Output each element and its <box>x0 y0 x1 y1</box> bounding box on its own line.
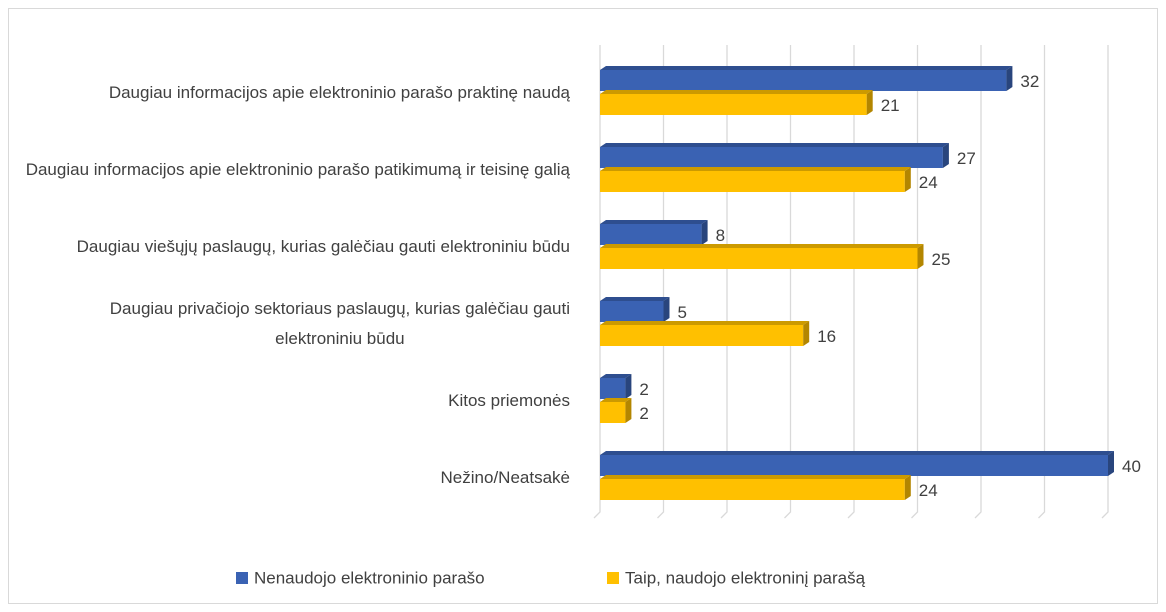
bar-side <box>625 398 632 423</box>
bar <box>600 479 905 500</box>
category-label-line: Daugiau informacijos apie elektroninio p… <box>109 83 571 102</box>
bar <box>600 94 867 115</box>
grid-line <box>784 45 792 519</box>
bar <box>600 301 664 322</box>
bar-side <box>663 297 670 322</box>
legend-label: Nenaudojo elektroninio parašo <box>254 568 485 587</box>
category-label: Daugiau privačiojo sektoriaus paslaugų, … <box>110 299 570 348</box>
data-label: 32 <box>1020 72 1039 91</box>
data-label: 24 <box>919 481 938 500</box>
data-label: 5 <box>678 303 687 322</box>
legend-label: Taip, naudojo elektroninį parašą <box>625 568 866 587</box>
grid-line <box>593 45 601 519</box>
bar <box>600 147 943 168</box>
data-label: 21 <box>881 96 900 115</box>
grid-line <box>1038 45 1046 519</box>
grid-line <box>657 45 665 519</box>
data-label: 16 <box>817 327 836 346</box>
bar-top <box>600 374 632 378</box>
bar-side <box>625 374 632 399</box>
bar-top <box>600 297 670 301</box>
bar-top <box>600 143 949 147</box>
legend-swatch <box>236 572 248 584</box>
bar <box>600 171 905 192</box>
bar-top <box>600 220 708 224</box>
bar <box>600 378 626 399</box>
bar-side <box>803 321 810 346</box>
bar-side <box>904 475 911 500</box>
category-label-line: Kitos priemonės <box>448 391 570 410</box>
category-label-line: Daugiau privačiojo sektoriaus paslaugų, … <box>110 299 570 318</box>
bar-top <box>600 90 873 94</box>
category-label: Daugiau informacijos apie elektroninio p… <box>109 83 571 102</box>
data-label: 2 <box>639 404 648 423</box>
data-label: 8 <box>716 226 725 245</box>
bar <box>600 224 702 245</box>
grid-line <box>720 45 728 519</box>
bar-side <box>1108 451 1114 476</box>
grid-line <box>1101 45 1109 519</box>
bar <box>600 455 1108 476</box>
category-label: Kitos priemonės <box>448 391 570 410</box>
chart-border <box>8 8 1158 604</box>
bar <box>600 402 626 423</box>
data-label: 25 <box>932 250 951 269</box>
bar-side <box>917 244 924 269</box>
bar-top <box>600 451 1114 455</box>
legend-swatch <box>607 572 619 584</box>
category-label-line: elektroniniu būdu <box>275 329 404 348</box>
category-label: Daugiau informacijos apie elektroninio p… <box>26 160 571 179</box>
bar-side <box>1006 66 1013 91</box>
bar <box>600 248 918 269</box>
bar-side <box>942 143 949 168</box>
bar-top <box>600 398 632 402</box>
bar-side <box>866 90 873 115</box>
grid-line <box>911 45 919 519</box>
bar <box>600 70 1007 91</box>
data-label: 27 <box>957 149 976 168</box>
category-label-line: Daugiau viešųjų paslaugų, kurias galėčia… <box>77 237 570 256</box>
data-label: 24 <box>919 173 938 192</box>
bar <box>600 325 804 346</box>
category-label-line: Nežino/Neatsakė <box>441 468 570 487</box>
category-label-line: Daugiau informacijos apie elektroninio p… <box>26 160 571 179</box>
grid-line <box>847 45 855 519</box>
category-label: Daugiau viešųjų paslaugų, kurias galėčia… <box>77 237 570 256</box>
data-label: 40 <box>1122 457 1141 476</box>
bar-top <box>600 167 911 171</box>
data-label: 2 <box>639 380 648 399</box>
bar-top <box>600 321 810 325</box>
category-label: Nežino/Neatsakė <box>441 468 570 487</box>
bar-top <box>600 66 1013 70</box>
bar-top <box>600 475 911 479</box>
bar-side <box>904 167 911 192</box>
grid-line <box>974 45 982 519</box>
bar-side <box>701 220 708 245</box>
bar-top <box>600 244 924 248</box>
